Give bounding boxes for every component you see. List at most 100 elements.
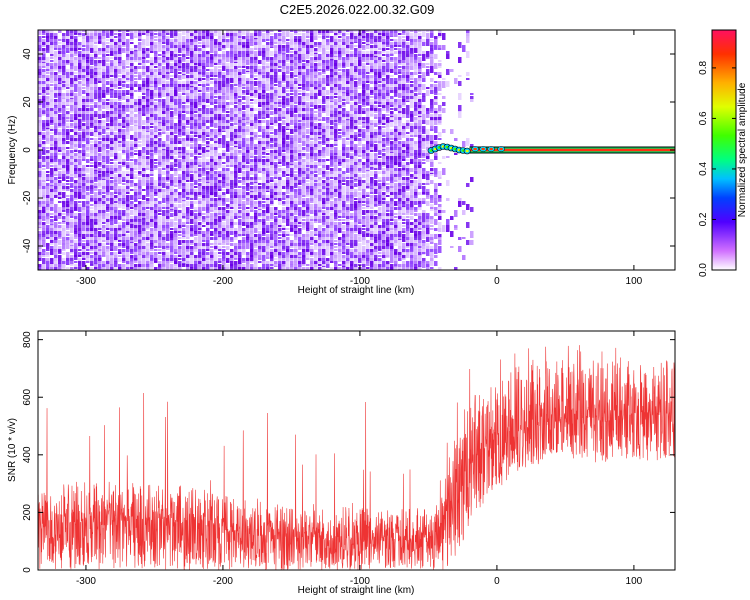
heatmap-cell <box>114 114 118 117</box>
heatmap-cell <box>70 117 74 120</box>
heatmap-cell <box>302 180 306 183</box>
heatmap-cell <box>62 177 66 181</box>
heatmap-cell <box>278 240 282 245</box>
heatmap-cell <box>182 138 186 142</box>
heatmap-cell <box>62 219 66 221</box>
heatmap-cell <box>270 147 274 149</box>
heatmap-cell <box>250 135 254 137</box>
heatmap-cell <box>102 60 106 67</box>
heatmap-cell <box>202 99 206 103</box>
heatmap-cell <box>202 144 206 146</box>
heatmap-cell <box>126 237 130 241</box>
heatmap-cell <box>274 174 278 179</box>
heatmap-cell <box>246 69 250 71</box>
heatmap-cell <box>130 93 134 98</box>
heatmap-cell <box>166 93 170 97</box>
heatmap-cell <box>206 54 210 58</box>
heatmap-cell <box>270 153 274 158</box>
heatmap-cell <box>294 237 298 240</box>
heatmap-cell <box>266 93 270 98</box>
heatmap-cell <box>126 93 130 95</box>
heatmap-cell <box>270 213 274 219</box>
heatmap-cell <box>306 123 310 128</box>
heatmap-cell <box>122 117 126 122</box>
heatmap-cell <box>134 81 138 86</box>
heatmap-cell <box>290 165 294 169</box>
heatmap-cell <box>94 93 98 99</box>
heatmap-cell <box>86 171 90 173</box>
heatmap-cell <box>114 171 118 173</box>
heatmap-cell <box>226 267 230 270</box>
heatmap-cell <box>306 66 310 69</box>
heatmap-cell <box>38 258 42 261</box>
heatmap-cell <box>110 213 114 217</box>
heatmap-cell <box>38 96 42 100</box>
heatmap-cell <box>118 177 122 181</box>
heatmap-cell <box>58 171 62 175</box>
heatmap-cell <box>254 198 258 200</box>
heatmap-cell <box>138 75 142 80</box>
heatmap-cell <box>286 183 290 187</box>
heatmap-cell <box>66 60 70 64</box>
heatmap-cell <box>242 267 246 270</box>
heatmap-cell <box>110 153 114 157</box>
heatmap-cell <box>302 144 306 146</box>
heatmap-cell <box>214 267 218 269</box>
heatmap-cell <box>106 108 110 110</box>
heatmap-cell <box>214 30 218 33</box>
heatmap-cell <box>266 126 270 129</box>
heatmap-cell <box>126 195 130 202</box>
heatmap-cell <box>102 255 106 257</box>
heatmap-cell <box>154 261 158 263</box>
heatmap-cell <box>154 204 158 209</box>
heatmap-cell <box>46 129 50 133</box>
heatmap-cell <box>178 174 182 179</box>
heatmap-cell <box>242 111 246 116</box>
heatmap-cell <box>50 54 54 56</box>
heatmap-cell <box>54 234 58 238</box>
heatmap-cell <box>218 174 222 177</box>
heatmap-cell <box>70 249 74 253</box>
heatmap-cell <box>90 210 94 213</box>
heatmap-cell <box>38 234 42 239</box>
heatmap-cell <box>170 63 174 68</box>
heatmap-cell <box>42 204 46 206</box>
heatmap-cell <box>118 222 122 227</box>
heatmap-cell <box>290 144 294 147</box>
heatmap-cell <box>234 186 238 188</box>
heatmap-cell <box>294 51 298 55</box>
heatmap-cell <box>274 54 278 57</box>
heatmap-cell <box>66 132 70 135</box>
heatmap-cell <box>286 174 290 176</box>
heatmap-cell <box>150 207 154 210</box>
heatmap-cell <box>54 231 58 236</box>
heatmap-cell <box>66 180 70 182</box>
heatmap-cell <box>190 72 194 75</box>
heatmap-cell <box>242 102 246 104</box>
heatmap-cell <box>226 105 230 110</box>
heatmap-cell <box>290 54 294 57</box>
heatmap-cell <box>190 75 194 78</box>
heatmap-cell <box>158 150 162 153</box>
heatmap-cell <box>226 87 230 92</box>
heatmap-cell <box>214 33 218 36</box>
heatmap-cell <box>246 102 250 105</box>
heatmap-cell <box>94 60 98 64</box>
heatmap-cell <box>90 159 94 161</box>
heatmap-cell <box>194 30 198 33</box>
heatmap-cell <box>246 159 250 164</box>
heatmap-cell <box>214 75 218 77</box>
heatmap-cell <box>222 231 226 236</box>
heatmap-cell <box>54 93 58 97</box>
heatmap-cell <box>274 258 278 260</box>
heatmap-cell <box>166 153 170 158</box>
heatmap-cell <box>138 246 142 250</box>
heatmap-cell <box>74 75 78 78</box>
heatmap-cell <box>290 210 294 215</box>
heatmap-cell <box>86 105 90 107</box>
heatmap-cell <box>62 63 66 67</box>
heatmap-cell <box>254 159 258 162</box>
heatmap-cell <box>218 117 222 121</box>
heatmap-cell <box>262 156 266 158</box>
